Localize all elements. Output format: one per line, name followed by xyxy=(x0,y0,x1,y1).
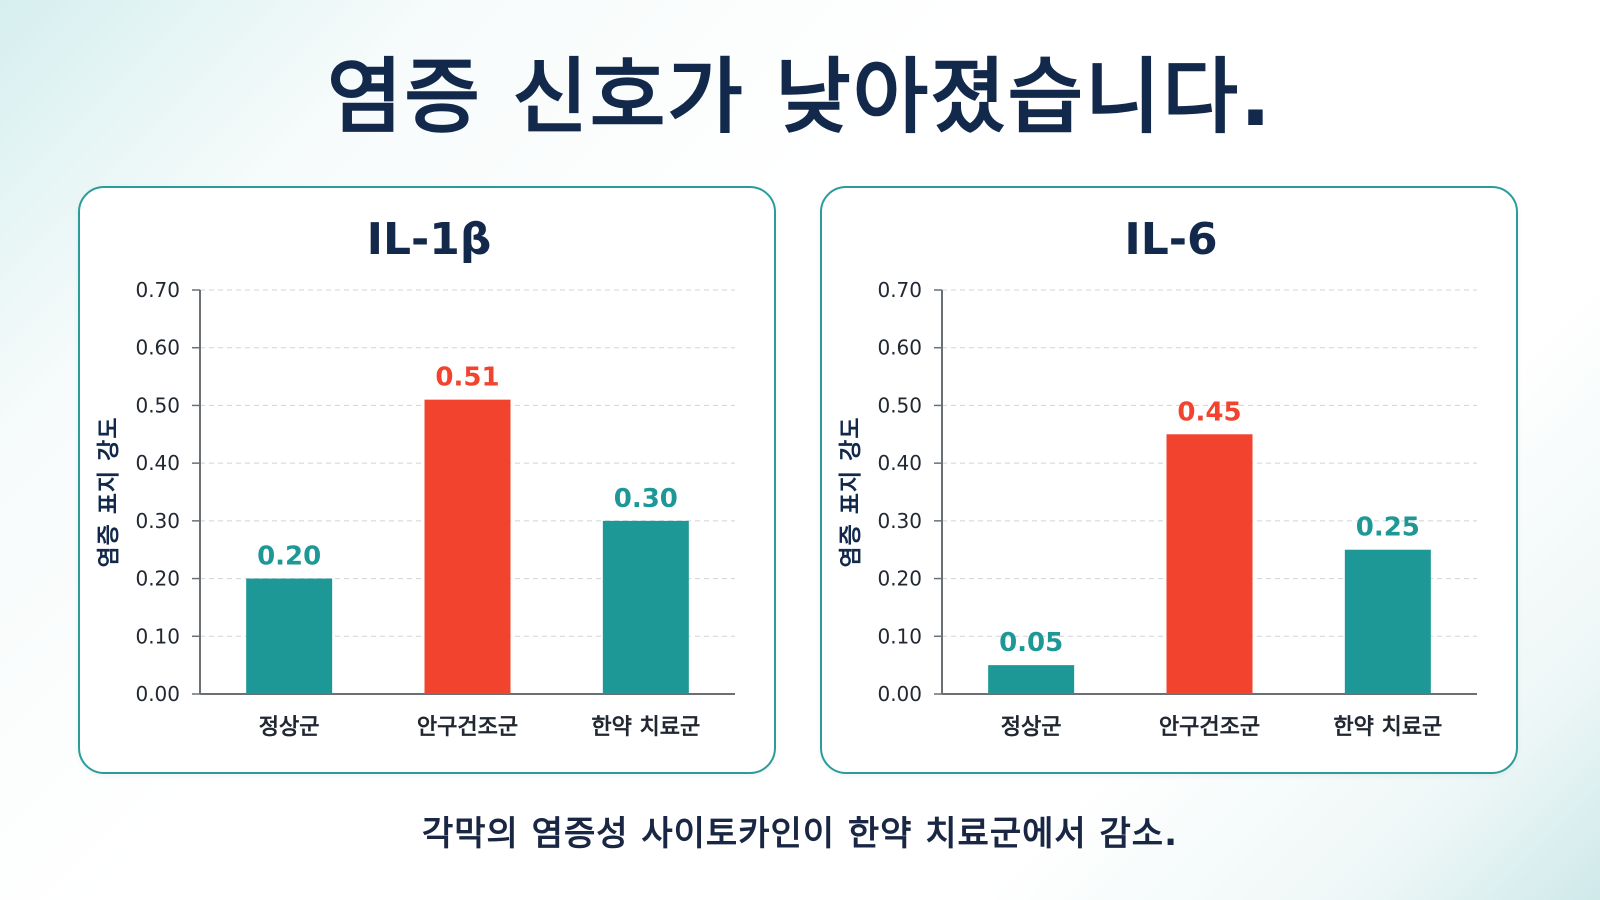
y-tick-label: 0.30 xyxy=(135,509,180,533)
y-tick-label: 0.00 xyxy=(877,682,922,706)
il1b-bar-chart: IL-1β 0.00 0.10 0.20 0.30 0.40 0.50 0.60 0.70 염증 … xyxy=(96,214,735,740)
y-axis-label: 염증 표지 강도 xyxy=(838,417,864,568)
chart-panel-il1b: IL-1β 0.00 0.10 0.20 0.30 0.40 0.50 0.60 0.70 염증 … xyxy=(78,186,776,774)
y-axis-label: 염증 표지 강도 xyxy=(96,417,122,568)
y-tick-label: 0.40 xyxy=(877,451,922,475)
x-tick-label: 한약 치료군 xyxy=(591,715,700,740)
bar xyxy=(246,578,333,694)
y-tick-label: 0.10 xyxy=(877,624,922,648)
data-label: 0.20 xyxy=(257,542,321,572)
chart-panel-il6: IL-6 0.00 0.10 0.20 0.30 0.40 0.50 0.60 0.70 염증 표… xyxy=(820,186,1518,774)
y-tick-label: 0.50 xyxy=(877,393,922,417)
y-tick-label: 0.40 xyxy=(135,451,180,475)
bar xyxy=(1166,434,1253,694)
y-tick-label: 0.20 xyxy=(135,567,180,591)
x-tick-label: 한약 치료군 xyxy=(1333,715,1442,740)
y-tick-label: 0.10 xyxy=(135,624,180,648)
bar xyxy=(424,399,511,694)
y-tick-label: 0.70 xyxy=(135,278,180,302)
x-tick-label: 정상군 xyxy=(259,715,320,740)
bar xyxy=(602,520,689,694)
chart-title: IL-6 xyxy=(1124,214,1217,265)
y-tick-label: 0.00 xyxy=(135,682,180,706)
bar xyxy=(1344,549,1431,694)
x-tick-label: 안구건조군 xyxy=(1159,715,1260,740)
data-label: 0.25 xyxy=(1356,513,1420,543)
data-label: 0.51 xyxy=(435,363,499,393)
y-tick-label: 0.20 xyxy=(877,567,922,591)
data-label: 0.45 xyxy=(1177,397,1241,427)
chart-title: IL-1β xyxy=(367,214,492,265)
bar xyxy=(988,665,1075,694)
y-tick-label: 0.70 xyxy=(877,278,922,302)
data-label: 0.30 xyxy=(614,484,678,514)
il6-bar-chart: IL-6 0.00 0.10 0.20 0.30 0.40 0.50 0.60 0.70 염증 표… xyxy=(838,214,1477,740)
x-tick-label: 정상군 xyxy=(1001,715,1062,740)
y-tick-label: 0.50 xyxy=(135,393,180,417)
x-tick-label: 안구건조군 xyxy=(417,715,518,740)
y-tick-label: 0.60 xyxy=(135,336,180,360)
y-tick-label: 0.30 xyxy=(877,509,922,533)
data-label: 0.05 xyxy=(999,628,1063,658)
y-tick-label: 0.60 xyxy=(877,336,922,360)
caption: 각막의 염증성 사이토카인이 한약 치료군에서 감소. xyxy=(422,814,1178,854)
page-title: 염증 신호가 낮아졌습니다. xyxy=(326,50,1274,145)
